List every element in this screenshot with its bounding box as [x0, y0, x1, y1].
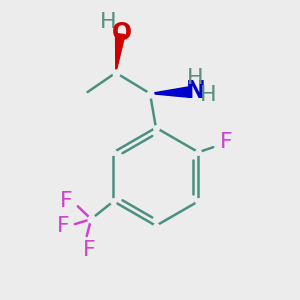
Text: H: H	[100, 12, 116, 32]
Text: F: F	[57, 216, 70, 236]
Polygon shape	[116, 34, 125, 73]
Text: F: F	[60, 191, 73, 211]
Text: O: O	[112, 21, 132, 45]
Polygon shape	[150, 87, 190, 98]
Text: F: F	[82, 240, 95, 260]
Text: N: N	[186, 79, 205, 103]
Text: F: F	[220, 132, 232, 152]
Text: H: H	[187, 68, 204, 88]
Text: H: H	[200, 85, 216, 105]
